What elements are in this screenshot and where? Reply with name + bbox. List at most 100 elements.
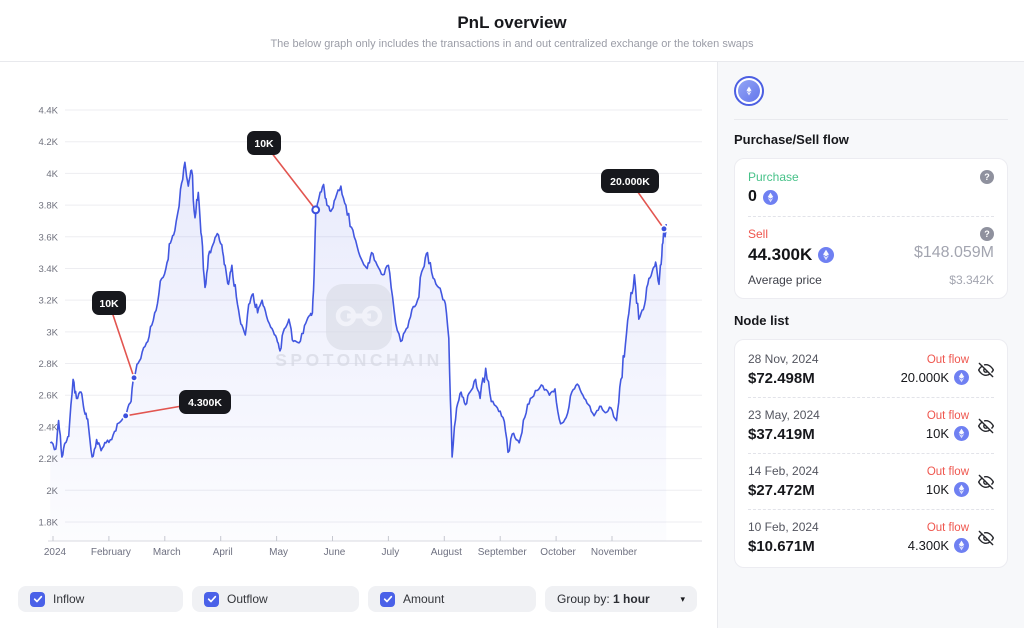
outflow-checkbox[interactable]: [204, 591, 219, 607]
y-tick-label: 4.2K: [38, 137, 58, 148]
y-tick-label: 3.8K: [38, 201, 58, 212]
flow-marker-point: [121, 411, 130, 420]
eye-off-icon[interactable]: [978, 362, 994, 378]
x-tick-label: February: [91, 547, 131, 558]
node-amount: 10K: [926, 482, 969, 497]
node-date: 28 Nov, 2024: [748, 352, 819, 366]
x-tick-label: May: [269, 547, 288, 558]
node-date: 10 Feb, 2024: [748, 520, 819, 534]
flow-annotation-box: [92, 291, 126, 315]
node-direction: Out flow: [926, 410, 969, 422]
amount-checkbox[interactable]: [380, 591, 395, 607]
check-icon: [207, 595, 216, 603]
node-amount: 4.300K: [908, 538, 969, 553]
flow-annotation-label: 20.000K: [610, 176, 650, 188]
sell-usd-value: $148.059M: [913, 244, 994, 261]
x-tick-label: March: [153, 547, 181, 558]
x-tick-label: November: [591, 547, 638, 558]
spotonchain-watermark: SPOTONCHAIN: [275, 284, 443, 370]
node-list-title: Node list: [734, 313, 789, 328]
chart-axes: 4.4K 4.2K 4K 3.8K 3.6K 3.4K 3.2K 3K 2.8K 2.6K 2.4K…: [38, 106, 702, 558]
group-by-dropdown[interactable]: Group by: 1 hour ▾: [545, 586, 697, 612]
flow-annotation-label: 10K: [254, 138, 274, 150]
average-price-label: Average price: [748, 273, 822, 287]
flow-marker-point: [660, 224, 668, 233]
price-line-series: [49, 161, 667, 458]
eth-coin-icon: [762, 189, 778, 205]
node-date: 14 Feb, 2024: [748, 464, 819, 478]
eye-off-icon[interactable]: [978, 474, 994, 490]
group-by-text: Group by: 1 hour: [557, 592, 650, 606]
eth-coin-icon: [954, 482, 969, 497]
node-list-item[interactable]: 14 Feb, 2024 $27.472M Out flow 10K: [748, 453, 994, 509]
page-header: PnL overview The below graph only includ…: [0, 0, 1024, 62]
x-tick-label: June: [324, 547, 346, 558]
amount-label: Amount: [403, 592, 445, 606]
eth-coin-icon: [954, 538, 969, 553]
pnl-chart: SPOTONCHAIN 4.4K 4.2K 4K 3.8K 3.6K 3.4K 3.2K 3K…: [38, 106, 702, 558]
purchase-value: 0: [748, 188, 994, 206]
chart-area-fill: [50, 162, 667, 542]
eth-token-icon: [734, 76, 764, 106]
y-tick-label: 2.6K: [38, 391, 58, 402]
flow-marker-point: [130, 373, 139, 382]
sidebar-divider: [734, 119, 1008, 120]
node-direction: Out flow: [926, 522, 969, 534]
sell-value: 44.300K: [748, 245, 835, 265]
help-icon[interactable]: ?: [980, 227, 994, 241]
inflow-label: Inflow: [53, 592, 85, 606]
eth-coin-icon: [818, 247, 835, 263]
y-tick-label: 4K: [46, 169, 58, 180]
flow-annotation-box: [179, 390, 231, 414]
y-tick-label: 2K: [46, 486, 58, 497]
y-tick-label: 1.8K: [38, 518, 58, 529]
help-icon[interactable]: ?: [980, 170, 994, 184]
y-tick-label: 2.2K: [38, 454, 58, 465]
outflow-label: Outflow: [227, 592, 268, 606]
node-usd: $37.419M: [748, 426, 815, 443]
page-subtitle: The below graph only includes the transa…: [270, 38, 754, 50]
node-direction: Out flow: [926, 466, 969, 478]
node-usd: $27.472M: [748, 482, 815, 499]
sidebar: Purchase/Sell flow Purchase ? 0 Sell ? 4…: [717, 62, 1024, 628]
x-tick-label: April: [213, 547, 233, 558]
x-tick-label: October: [540, 547, 576, 558]
flow-annotation-label: 4.300K: [188, 397, 222, 409]
chart-annotations: 4.300K 10K 10K 20.000K: [92, 131, 668, 420]
node-amount: 20.000K: [901, 370, 969, 385]
flow-annotation-box: [247, 131, 281, 155]
node-list-item[interactable]: 10 Feb, 2024 $10.671M Out flow 4.300K: [748, 509, 994, 565]
watermark-text: SPOTONCHAIN: [275, 350, 443, 370]
pnl-chart-pane: SPOTONCHAIN 4.4K 4.2K 4K 3.8K 3.6K 3.4K 3.2K 3K…: [0, 62, 717, 628]
purchase-sell-flow-title: Purchase/Sell flow: [734, 132, 849, 147]
page-title: PnL overview: [457, 13, 567, 32]
y-tick-label: 3.2K: [38, 296, 58, 307]
dashed-divider: [748, 216, 994, 217]
eye-off-icon[interactable]: [978, 530, 994, 546]
node-usd: $72.498M: [748, 370, 815, 387]
node-list-item[interactable]: 23 May, 2024 $37.419M Out flow 10K: [748, 397, 994, 453]
node-direction: Out flow: [926, 354, 969, 366]
eye-off-icon[interactable]: [978, 418, 994, 434]
chart-controls: Inflow Outflow Amount Group by: 1 hour ▾: [18, 586, 697, 612]
node-usd: $10.671M: [748, 538, 815, 555]
inflow-toggle[interactable]: Inflow: [18, 586, 183, 612]
group-by-value: 1 hour: [613, 592, 650, 606]
eth-icon: [746, 86, 752, 96]
y-tick-label: 4.4K: [38, 106, 58, 117]
x-tick-label: July: [382, 547, 400, 558]
purchase-sell-card: Purchase ? 0 Sell ? 44.300K: [734, 158, 1008, 299]
x-tick-label: September: [478, 547, 528, 558]
y-tick-label: 3.6K: [38, 232, 58, 243]
node-list-item[interactable]: 28 Nov, 2024 $72.498M Out flow 20.000K: [748, 342, 994, 397]
eth-coin-icon: [954, 370, 969, 385]
x-tick-label: August: [431, 547, 462, 558]
chevron-down-icon: ▾: [680, 593, 685, 604]
check-icon: [33, 595, 42, 603]
outflow-toggle[interactable]: Outflow: [192, 586, 359, 612]
amount-toggle[interactable]: Amount: [368, 586, 536, 612]
inflow-checkbox[interactable]: [30, 591, 45, 607]
flow-annotation-label: 10K: [99, 298, 119, 310]
watermark-goggle-right: [361, 305, 383, 327]
sell-label: Sell: [748, 227, 769, 241]
